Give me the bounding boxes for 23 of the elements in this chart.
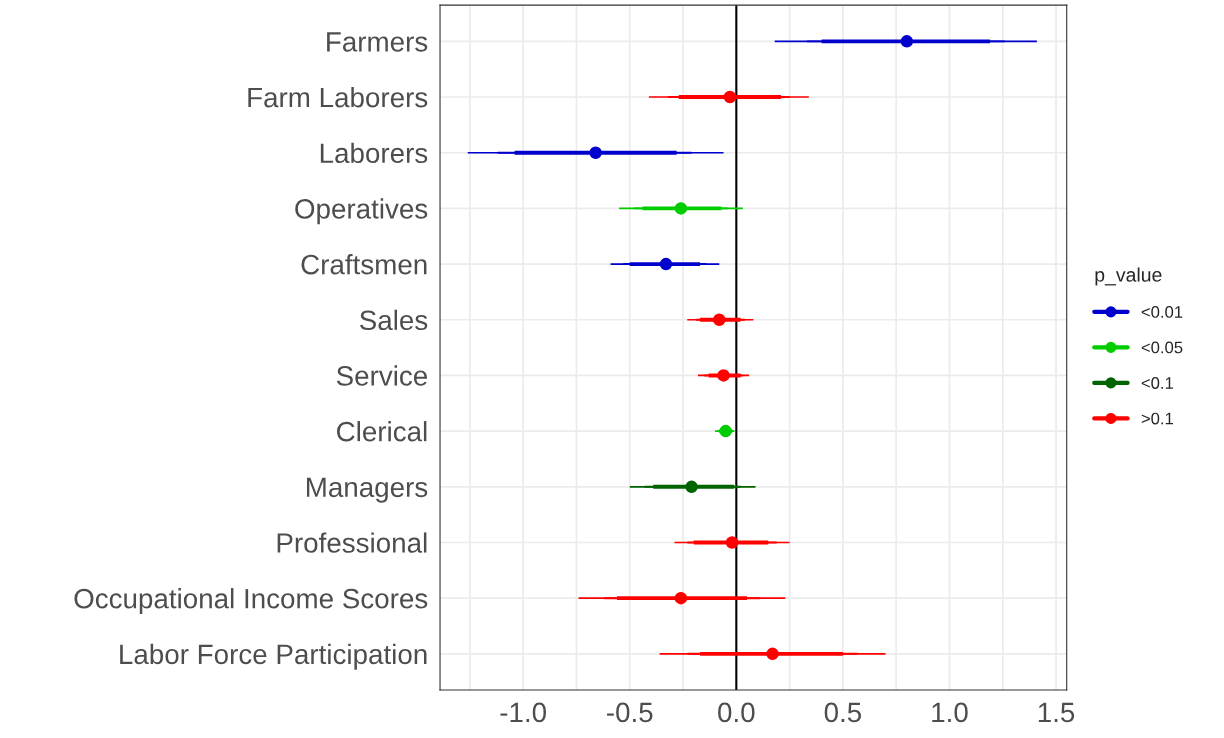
legend-label: <0.05	[1141, 341, 1183, 354]
x-tick-label: 1.5	[1038, 702, 1075, 723]
y-tick-label: Labor Force Participation	[120, 643, 427, 670]
y-tick-label: Farmers	[327, 32, 428, 52]
legend-label: >0.1	[1141, 412, 1174, 425]
y-tick-label: Sales	[360, 309, 428, 331]
y-tick-label: Laborers	[320, 142, 428, 164]
y-tick-label: Clerical	[337, 421, 427, 442]
x-tick-label: -1.0	[500, 702, 547, 723]
y-tick-label: Managers	[306, 477, 428, 503]
x-tick-label: 0.0	[718, 702, 755, 723]
y-tick-label: Operatives	[295, 198, 428, 225]
x-tick-label: -0.5	[607, 702, 653, 723]
legend-label: <0.1	[1141, 377, 1174, 389]
y-tick-label: Craftsmen	[301, 254, 427, 275]
y-tick-label: Service	[336, 365, 427, 386]
legend-title: p_value	[1095, 267, 1162, 286]
legend-label: <0.01	[1141, 306, 1183, 318]
x-tick-label: 1.0	[932, 702, 968, 723]
x-tick-label: 0.5	[824, 702, 862, 723]
y-tick-label: Occupational Income Scores	[74, 588, 428, 614]
y-tick-label: Farm Laborers	[248, 86, 428, 108]
y-tick-label: Professional	[277, 532, 427, 553]
